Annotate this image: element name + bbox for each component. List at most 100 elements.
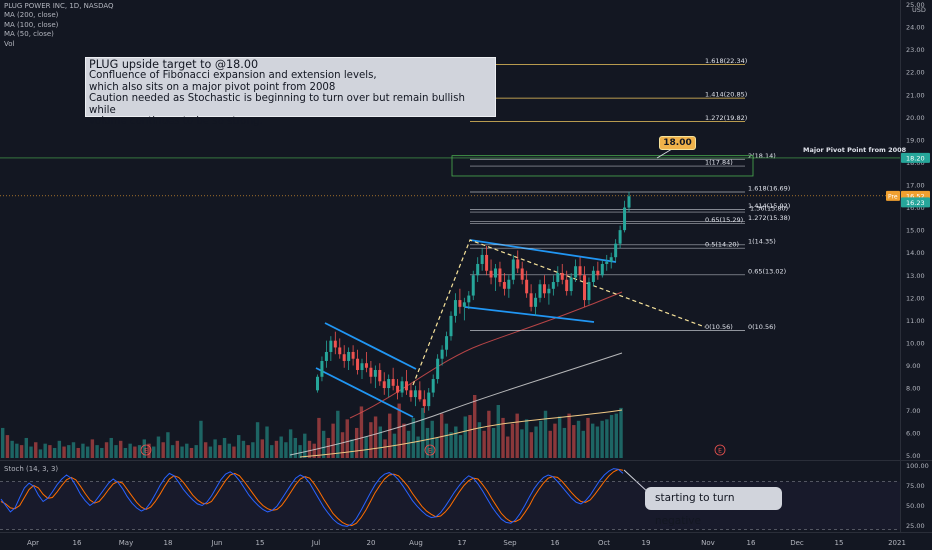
- symbol-title: PLUG POWER INC, 1D, NASDAQ: [4, 2, 114, 10]
- volume-bar: [369, 422, 373, 458]
- price-tick-label: 17.00: [906, 182, 925, 190]
- candle-body: [449, 315, 453, 337]
- candle-body: [418, 390, 422, 400]
- candle-body: [578, 266, 582, 276]
- candle-body: [489, 270, 493, 278]
- stoch-tick-label: 100.00: [906, 462, 929, 470]
- candle-body: [462, 302, 466, 307]
- volume-bar: [553, 423, 557, 458]
- candle-body: [396, 385, 400, 393]
- volume-label[interactable]: Vol: [4, 39, 15, 48]
- candle-body: [547, 288, 551, 294]
- pivot-label: Major Pivot Point from 2008: [803, 146, 907, 154]
- volume-bar: [411, 417, 416, 458]
- target-price-tag[interactable]: 18.00: [659, 136, 696, 150]
- candle-body: [574, 266, 578, 278]
- price-tick-label: 12.00: [906, 294, 925, 302]
- volume-bar: [185, 443, 189, 458]
- pivot-zone-box: [451, 155, 754, 177]
- candle-body: [502, 282, 506, 289]
- volume-bar: [364, 436, 368, 458]
- stoch-callout[interactable]: starting to turn negative: [645, 487, 782, 527]
- candle-body: [627, 196, 631, 208]
- volume-bar: [496, 405, 500, 458]
- ma50-label[interactable]: MA (50, close): [4, 30, 54, 39]
- volume-bar: [435, 437, 439, 458]
- price-tag-label: 18.20: [906, 154, 925, 162]
- analysis-note[interactable]: PLUG upside target to @18.00 Confluence …: [85, 57, 496, 127]
- candle-body: [329, 340, 333, 352]
- price-tag: [901, 197, 930, 208]
- volume-bar: [34, 442, 38, 458]
- volume-bar: [137, 445, 142, 458]
- volume-bar: [491, 427, 496, 458]
- price-tick-label: 11.00: [906, 317, 925, 325]
- price-tick-label: 25.00: [906, 1, 925, 9]
- note-line-3: which also sits on a major pivot point f…: [89, 81, 336, 93]
- earnings-marker-label: E: [428, 448, 432, 455]
- volume-bar: [515, 413, 519, 458]
- time-tick-label: Oct: [598, 539, 610, 547]
- time-tick-label: 17: [458, 539, 467, 547]
- note-line-2: Confluence of Fibonacci expansion and ex…: [89, 70, 377, 82]
- candle-body: [516, 259, 520, 269]
- volume-bar: [529, 432, 534, 458]
- volume-bar: [336, 410, 340, 458]
- candle-body: [583, 275, 586, 301]
- volume-bar: [279, 436, 283, 458]
- volume-bar: [520, 429, 524, 458]
- volume-bar: [463, 416, 467, 458]
- candle-body: [529, 293, 533, 307]
- volume-bar: [557, 416, 562, 458]
- volume-bar: [222, 437, 227, 458]
- ma200-label[interactable]: MA (200, close): [4, 11, 59, 20]
- earnings-marker-icon: [714, 444, 726, 456]
- price-tick-label: 18.00: [906, 159, 925, 167]
- time-tick-label: 15: [835, 539, 844, 547]
- volume-bar: [605, 419, 609, 458]
- volume-bar: [128, 443, 132, 458]
- time-tick-label: Sep: [503, 539, 517, 547]
- candle-body: [440, 349, 444, 359]
- candle-body: [391, 379, 395, 386]
- price-tick-label: 24.00: [906, 24, 925, 32]
- time-tick-label: Dec: [790, 539, 804, 547]
- fib-label-upper: 1.272(19.82): [705, 114, 747, 122]
- volume-bar: [19, 445, 24, 458]
- ma100-label[interactable]: MA (100, close): [4, 20, 59, 29]
- volume-bar: [317, 417, 321, 458]
- volume-bar: [152, 446, 156, 458]
- volume-bar: [265, 426, 269, 458]
- time-tick-label: Aug: [409, 539, 423, 547]
- volume-bar: [189, 447, 194, 458]
- stoch-k-line: [0, 468, 624, 527]
- channel-lower-line: [315, 367, 414, 418]
- candle-body: [467, 295, 471, 303]
- volume-bar: [345, 419, 349, 458]
- candle-body: [542, 284, 546, 294]
- volume-bar: [482, 430, 486, 458]
- volume-bar: [43, 443, 47, 458]
- volume-bar: [161, 442, 165, 458]
- fib-label: 0.65(15.29): [705, 216, 743, 224]
- target-arrow: [656, 148, 673, 159]
- candle-body: [324, 351, 328, 361]
- candle-body: [382, 381, 386, 389]
- candle-body: [351, 351, 355, 359]
- volume-bar: [416, 436, 420, 458]
- note-line-4: Caution needed as Stochastic is beginnin…: [89, 93, 465, 116]
- volume-bar: [619, 407, 623, 458]
- candle-body: [431, 379, 435, 393]
- volume-bar: [293, 437, 298, 458]
- volume-bar: [506, 436, 510, 458]
- fib-label-upper: 1.414(20.85): [705, 91, 747, 99]
- volume-bar: [156, 436, 161, 458]
- candle-body: [400, 381, 404, 393]
- premarket-badge: [886, 190, 900, 201]
- candle-body: [614, 243, 618, 258]
- volume-bar: [255, 422, 260, 458]
- candle-body: [609, 257, 613, 262]
- candle-body: [387, 379, 391, 389]
- candle-body: [409, 390, 413, 398]
- fib-label: 2(18.14): [748, 152, 776, 160]
